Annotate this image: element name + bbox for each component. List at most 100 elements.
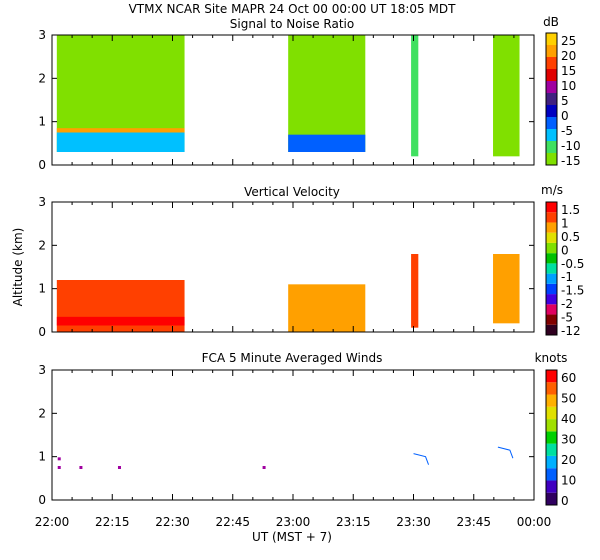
heatmap-cell — [56, 316, 185, 326]
y-tick-label: 0 — [38, 493, 46, 507]
colorbar-segment — [546, 294, 557, 305]
wind-plot-frame — [51, 369, 535, 501]
colorbar-label: 30 — [561, 433, 576, 447]
colorbar-segment — [546, 324, 557, 335]
x-tick-label: 23:00 — [276, 515, 311, 529]
colorbar-segment — [546, 370, 557, 383]
colorbar-segment — [546, 93, 557, 105]
colorbar-segment — [546, 431, 557, 444]
colorbar-label: 0.5 — [561, 230, 580, 244]
wind-point — [79, 466, 83, 469]
heatmap-cell — [56, 132, 185, 152]
wind-title: FCA 5 Minute Averaged Winds — [202, 351, 383, 365]
colorbar-segment — [546, 314, 557, 325]
wind-point — [57, 466, 61, 469]
heatmap-cell — [56, 128, 185, 133]
heatmap-cell — [288, 284, 366, 332]
vv-ylabel: Altitude (km) — [11, 228, 25, 307]
wind-point — [57, 457, 61, 461]
x-tick-label: 23:30 — [396, 515, 431, 529]
colorbar-segment — [546, 153, 557, 165]
snr-title: Signal to Noise Ratio — [230, 17, 354, 31]
colorbar-segment — [546, 57, 557, 69]
y-tick-label: 1 — [38, 282, 46, 296]
colorbar-label: -15 — [561, 154, 581, 168]
y-tick-label: 2 — [38, 406, 46, 420]
colorbar-frame — [545, 32, 558, 166]
colorbar-segment — [546, 222, 557, 233]
colorbar-label: -2 — [561, 297, 573, 311]
wind-barb — [413, 453, 430, 465]
y-tick-label: 1 — [38, 115, 46, 129]
colorbar-label: 15 — [561, 64, 576, 78]
wind-point — [117, 466, 121, 469]
colorbar-segment — [546, 141, 557, 153]
header-title: VTMX NCAR Site MAPR 24 Oct 00 00:00 UT 1… — [129, 2, 456, 16]
colorbar-label: -0.5 — [561, 257, 584, 271]
heatmap-cell — [411, 35, 419, 157]
colorbar-label: 1.5 — [561, 203, 580, 217]
colorbar-label: 0 — [561, 243, 569, 257]
colorbar-segment — [546, 273, 557, 284]
y-tick-label: 1 — [38, 450, 46, 464]
wind-barb — [497, 446, 514, 459]
y-tick-label: 3 — [38, 28, 46, 42]
colorbar-frame — [545, 369, 558, 506]
heatmap-cell — [411, 254, 419, 328]
colorbar-label: -5 — [561, 124, 573, 138]
colorbar-segment — [546, 253, 557, 264]
y-tick-label: 3 — [38, 195, 46, 209]
snr-colorbar-unit: dB — [543, 15, 559, 29]
colorbar-segment — [546, 406, 557, 420]
colorbar-segment — [546, 492, 557, 505]
colorbar-segment — [546, 129, 557, 141]
colorbar-label: 60 — [561, 371, 576, 385]
colorbar-segment — [546, 283, 557, 295]
panel-winds: FCA 5 Minute Averaged Winds 0 1 2 3 22:00 22:… — [35, 351, 577, 544]
colorbar-segment — [546, 33, 557, 45]
y-tick-label: 2 — [38, 71, 46, 85]
heatmap-cell — [493, 35, 520, 157]
y-tick-label: 0 — [38, 325, 46, 339]
colorbar-segment — [546, 394, 557, 407]
colorbar-segment — [546, 45, 557, 57]
colorbar-label: 0 — [561, 109, 569, 123]
colorbar-frame — [545, 201, 558, 336]
panel-vertical-velocity: Vertical Velocity 0 1 2 3 Altitude (km) m/s… — [11, 183, 584, 339]
x-tick-label: 22:45 — [215, 515, 250, 529]
colorbar-label: 40 — [561, 412, 576, 426]
x-tick-label: 22:00 — [35, 515, 70, 529]
colorbar-segment — [546, 81, 557, 93]
colorbar-label: 20 — [561, 453, 576, 467]
heatmap-cell — [493, 254, 520, 324]
wind-colorbar-unit: knots — [535, 351, 568, 365]
y-tick-label: 3 — [38, 363, 46, 377]
x-tick-label: 22:15 — [95, 515, 130, 529]
colorbar-segment — [546, 232, 557, 243]
colorbar-segment — [546, 105, 557, 117]
heatmap-cell — [288, 35, 366, 152]
y-tick-label: 0 — [38, 158, 46, 172]
colorbar-segment — [546, 263, 557, 274]
colorbar-segment — [546, 212, 557, 223]
vv-colorbar-unit: m/s — [541, 183, 563, 197]
colorbar-segment — [546, 455, 557, 469]
colorbar-label: 5 — [561, 94, 569, 108]
colorbar-label: -5 — [561, 311, 573, 325]
colorbar-label: -10 — [561, 139, 581, 153]
x-tick-label: 00:00 — [517, 515, 552, 529]
x-tick-label: 23:15 — [336, 515, 371, 529]
colorbar-segment — [546, 480, 557, 493]
colorbar-segment — [546, 382, 557, 395]
colorbar-label: 50 — [561, 392, 576, 406]
colorbar-label: -1 — [561, 270, 573, 284]
colorbar-label: 25 — [561, 34, 576, 48]
y-tick-label: 2 — [38, 238, 46, 252]
colorbar-segment — [546, 304, 557, 315]
wind-point — [262, 466, 266, 469]
colorbar-label: -1.5 — [561, 284, 584, 298]
colorbar-label: 10 — [561, 79, 576, 93]
x-tick-label: 22:30 — [155, 515, 190, 529]
